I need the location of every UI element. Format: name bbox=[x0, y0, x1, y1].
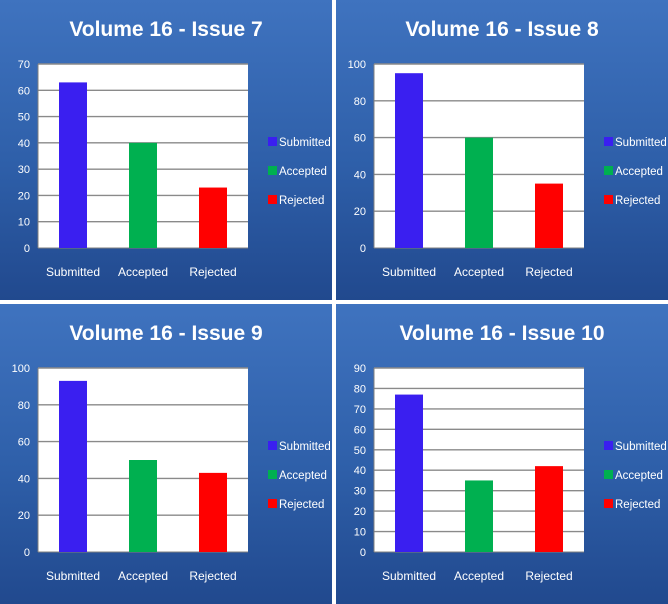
bar-rejected bbox=[535, 466, 563, 552]
chart-panel-issue-10: Volume 16 - Issue 10 0 10 20 30 40 50 60 70 80 90… bbox=[336, 304, 668, 604]
legend-label: Rejected bbox=[615, 195, 660, 207]
legend-swatch bbox=[268, 137, 277, 146]
legend-label: Accepted bbox=[615, 470, 663, 482]
bar-submitted bbox=[395, 73, 423, 248]
y-tick-label: 50 bbox=[18, 112, 30, 124]
chart-panel-issue-9: Volume 16 - Issue 9 0 20 40 60 80 100 Submitte… bbox=[0, 304, 332, 604]
bar-submitted bbox=[59, 380, 87, 552]
legend-label: Accepted bbox=[279, 470, 327, 482]
bar-chart-issue-7: 0 10 20 30 40 50 60 70 Submitted Accepted Rejected… bbox=[18, 59, 331, 279]
x-category-label: Accepted bbox=[454, 569, 504, 583]
y-tick-label: 0 bbox=[24, 547, 30, 559]
chart-panel-issue-8: Volume 16 - Issue 8 0 20 40 60 80 100 Submitte… bbox=[336, 0, 668, 300]
legend-label: Submitted bbox=[279, 137, 331, 149]
x-category-label: Rejected bbox=[525, 569, 572, 583]
x-category-label: Submitted bbox=[382, 265, 436, 279]
chart-title: Volume 16 - Issue 8 bbox=[405, 18, 599, 41]
y-tick-label: 80 bbox=[354, 383, 366, 395]
bar-rejected bbox=[199, 187, 227, 248]
y-tick-label: 0 bbox=[24, 243, 30, 255]
x-category-label: Accepted bbox=[118, 265, 168, 279]
y-tick-label: 70 bbox=[18, 59, 30, 71]
legend-swatch bbox=[268, 441, 277, 450]
bar-accepted bbox=[465, 137, 493, 248]
legend-label: Rejected bbox=[279, 499, 324, 511]
y-tick-label: 0 bbox=[360, 547, 366, 559]
legend-swatch bbox=[268, 470, 277, 479]
x-category-label: Accepted bbox=[454, 265, 504, 279]
y-tick-label: 60 bbox=[18, 85, 30, 97]
legend-label: Accepted bbox=[279, 166, 327, 178]
y-tick-label: 70 bbox=[354, 404, 366, 416]
bar-chart-issue-9: 0 20 40 60 80 100 Submitted Accepted Rejected Sub… bbox=[12, 363, 331, 583]
chart-title: Volume 16 - Issue 7 bbox=[69, 18, 263, 41]
bar-accepted bbox=[465, 480, 493, 552]
x-category-label: Submitted bbox=[46, 569, 100, 583]
x-category-label: Accepted bbox=[118, 569, 168, 583]
y-tick-label: 20 bbox=[354, 506, 366, 518]
legend-swatch bbox=[604, 195, 613, 204]
legend-label: Submitted bbox=[615, 441, 667, 453]
chart-panel-issue-7: Volume 16 - Issue 7 0 10 20 30 40 50 60 70 Submi… bbox=[0, 0, 332, 300]
bar-rejected bbox=[535, 183, 563, 248]
y-tick-label: 30 bbox=[18, 164, 30, 176]
y-tick-label: 40 bbox=[354, 169, 366, 181]
legend-label: Submitted bbox=[279, 441, 331, 453]
y-tick-label: 10 bbox=[354, 527, 366, 539]
y-tick-label: 20 bbox=[18, 190, 30, 202]
legend-swatch bbox=[604, 166, 613, 175]
y-tick-label: 80 bbox=[18, 400, 30, 412]
y-tick-label: 20 bbox=[354, 206, 366, 218]
legend-swatch bbox=[604, 441, 613, 450]
y-tick-label: 40 bbox=[18, 473, 30, 485]
legend-swatch bbox=[268, 166, 277, 175]
legend-label: Rejected bbox=[279, 195, 324, 207]
y-tick-label: 60 bbox=[354, 424, 366, 436]
legend-swatch bbox=[268, 499, 277, 508]
bar-submitted bbox=[395, 394, 423, 552]
legend-label: Accepted bbox=[615, 166, 663, 178]
y-tick-label: 100 bbox=[348, 59, 366, 71]
x-category-label: Submitted bbox=[46, 265, 100, 279]
bar-rejected bbox=[199, 472, 227, 552]
y-tick-label: 90 bbox=[354, 363, 366, 375]
legend-label: Rejected bbox=[615, 499, 660, 511]
chart-title: Volume 16 - Issue 9 bbox=[69, 322, 263, 345]
y-tick-label: 40 bbox=[354, 465, 366, 477]
legend-swatch bbox=[604, 470, 613, 479]
bar-accepted bbox=[129, 460, 157, 552]
x-category-label: Rejected bbox=[189, 265, 236, 279]
legend-label: Submitted bbox=[615, 137, 667, 149]
y-tick-label: 50 bbox=[354, 445, 366, 457]
bar-chart-issue-8: 0 20 40 60 80 100 Submitted Accepted Rejected Sub… bbox=[348, 59, 667, 279]
legend-swatch bbox=[604, 137, 613, 146]
legend-swatch bbox=[268, 195, 277, 204]
y-tick-label: 100 bbox=[12, 363, 30, 375]
legend-swatch bbox=[604, 499, 613, 508]
y-tick-label: 20 bbox=[18, 510, 30, 522]
y-tick-label: 40 bbox=[18, 138, 30, 150]
bar-chart-issue-10: 0 10 20 30 40 50 60 70 80 90 Submitted Accepted Reje… bbox=[354, 363, 667, 583]
bar-accepted bbox=[129, 142, 157, 248]
y-tick-label: 30 bbox=[354, 486, 366, 498]
bar-submitted bbox=[59, 82, 87, 249]
y-tick-label: 60 bbox=[354, 133, 366, 145]
x-category-label: Submitted bbox=[382, 569, 436, 583]
y-tick-label: 0 bbox=[360, 243, 366, 255]
y-tick-label: 80 bbox=[354, 96, 366, 108]
x-category-label: Rejected bbox=[189, 569, 236, 583]
x-category-label: Rejected bbox=[525, 265, 572, 279]
y-tick-label: 10 bbox=[18, 217, 30, 229]
y-tick-label: 60 bbox=[18, 437, 30, 449]
chart-title: Volume 16 - Issue 10 bbox=[399, 322, 605, 345]
